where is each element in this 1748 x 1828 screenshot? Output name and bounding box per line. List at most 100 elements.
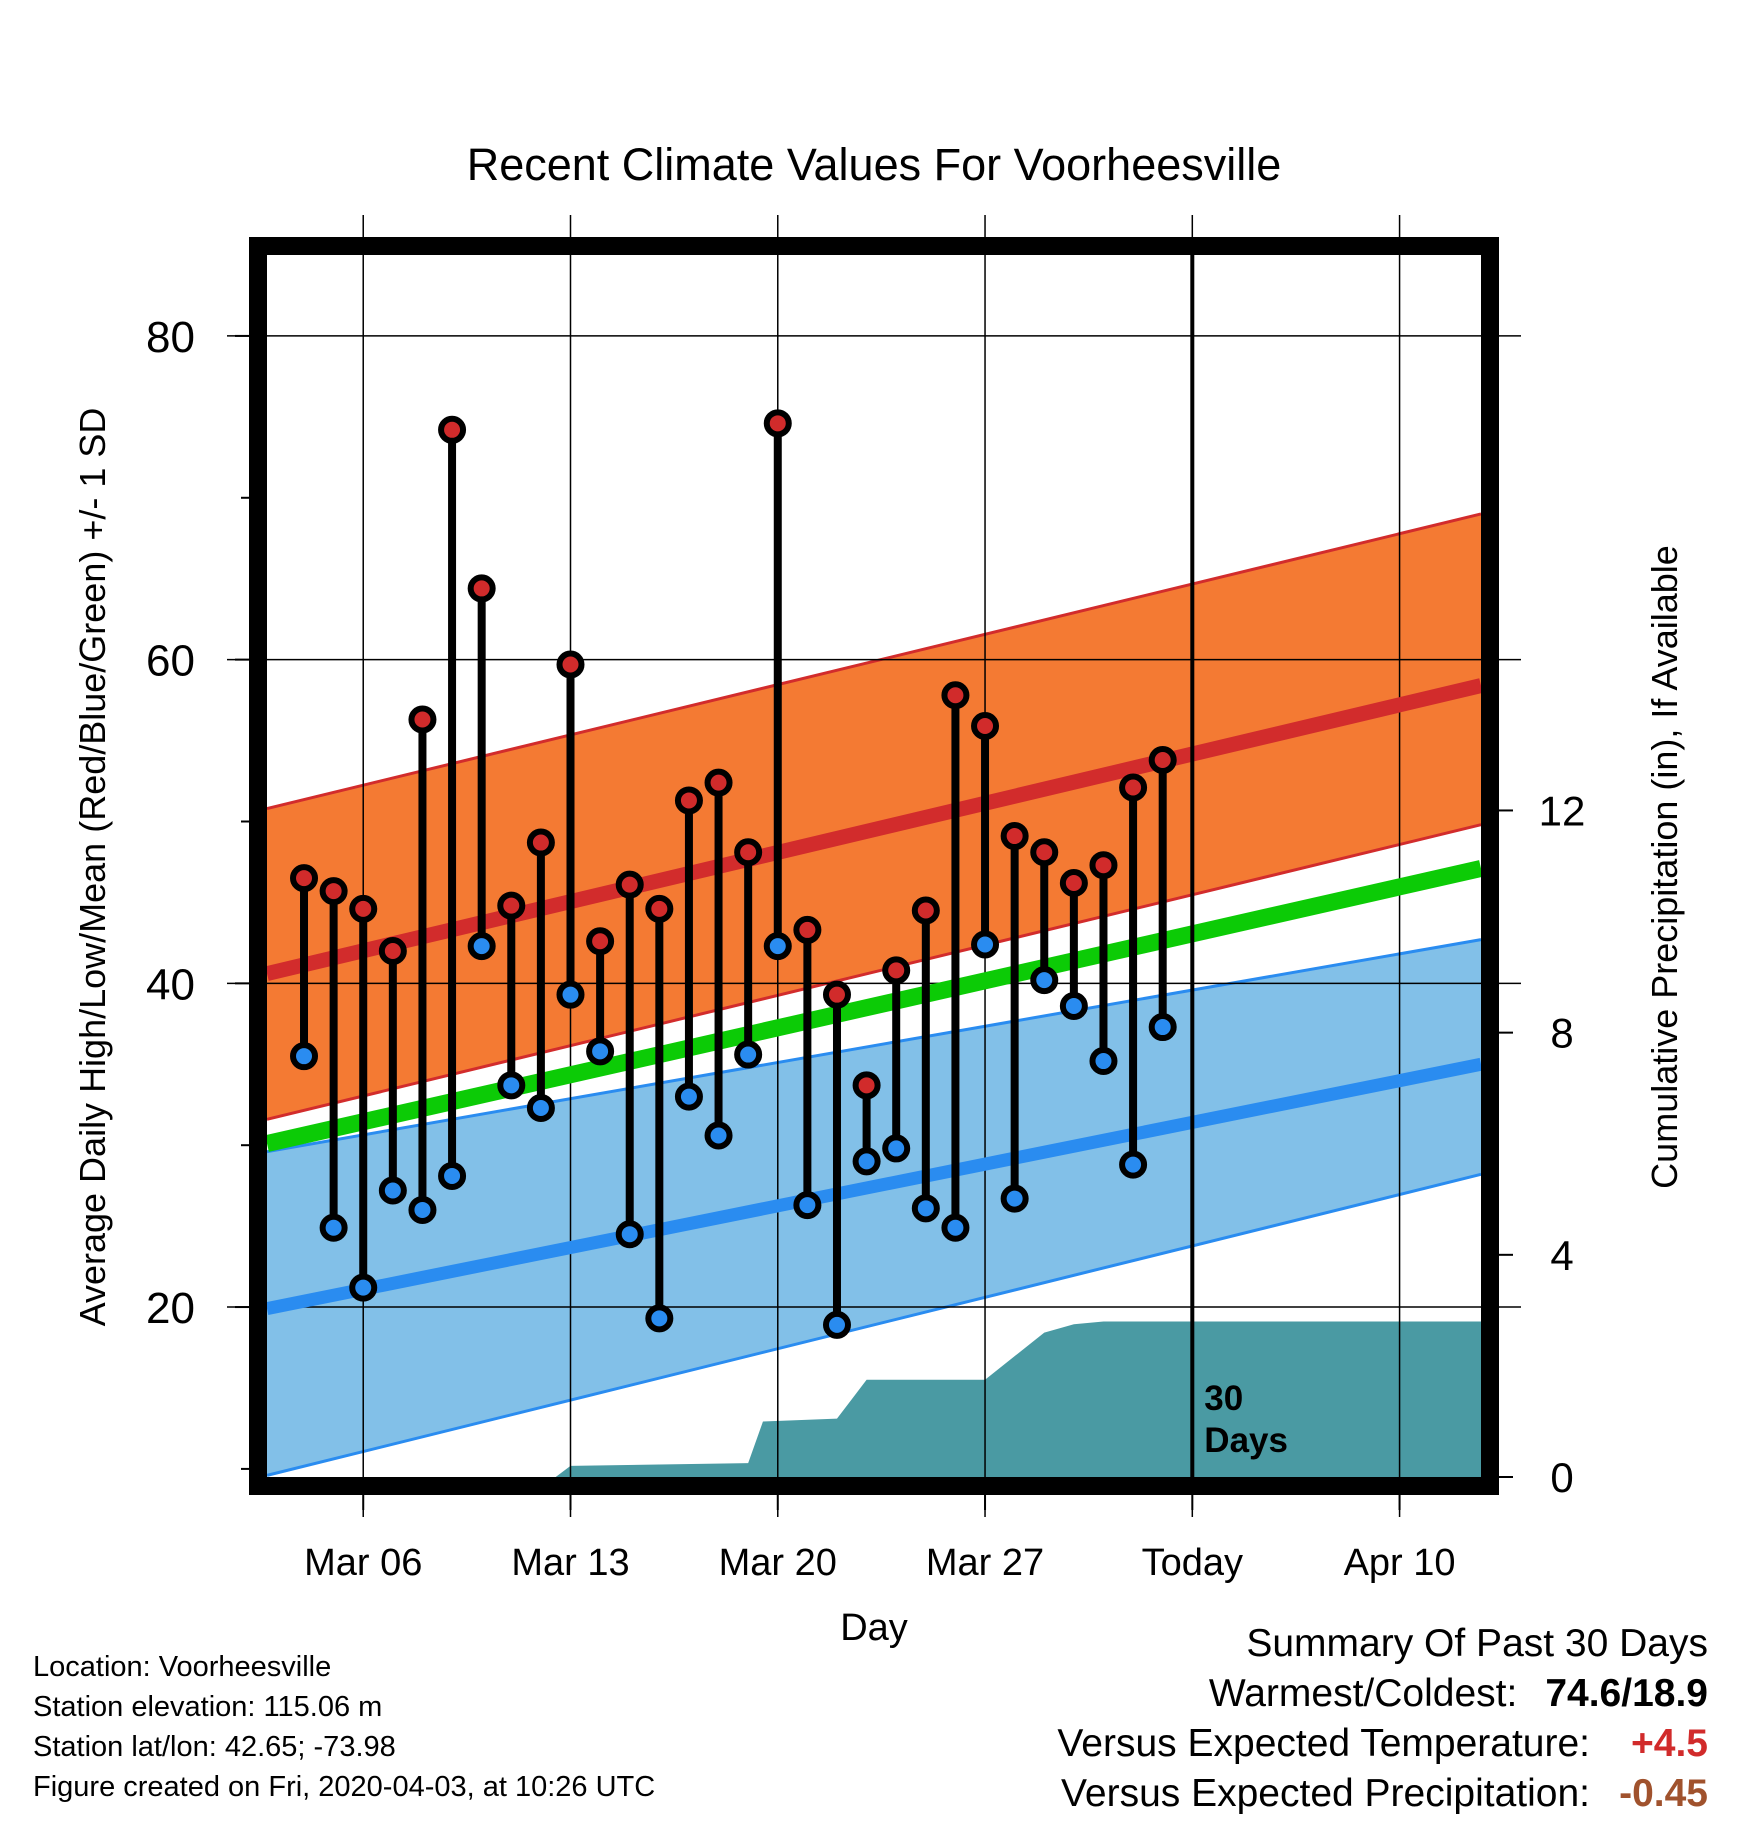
daily-high-point <box>615 870 644 899</box>
daily-high-point <box>1000 822 1029 851</box>
high-minus-sd-edge <box>266 823 1482 1121</box>
daily-high-point <box>349 894 378 923</box>
precip-value: -0.45 <box>1619 1772 1708 1815</box>
elevation-text: Station elevation: 115.06 m <box>33 1691 383 1723</box>
daily-low-point <box>704 1121 733 1150</box>
daily-high-point <box>793 915 822 944</box>
precipitation-fill <box>267 1321 1481 1477</box>
daily-low-point <box>734 1040 763 1069</box>
today-annotation-unit: Days <box>1204 1421 1288 1460</box>
y2-tick-label: 4 <box>1550 1232 1573 1279</box>
daily-low-point <box>526 1093 555 1122</box>
x-tick-label: Apr 10 <box>1344 1542 1456 1584</box>
summary-precip-row: Versus Expected Precipitation: -0.45 <box>1057 1769 1708 1819</box>
daily-high-point <box>526 828 555 857</box>
daily-high-point <box>1030 838 1059 867</box>
created-text: Figure created on Fri, 2020-04-03, at 10… <box>33 1771 656 1803</box>
daily-low-point <box>319 1213 348 1242</box>
y2-axis-label: Cumulative Precipitation (in), If Availa… <box>1644 545 1685 1189</box>
daily-high-point <box>1089 851 1118 880</box>
daily-high-point <box>467 574 496 603</box>
daily-high-point <box>290 864 319 893</box>
daily-low-point <box>763 932 792 961</box>
daily-low-point <box>1030 966 1059 995</box>
daily-high-point <box>674 786 703 815</box>
daily-high-point <box>586 927 615 956</box>
daily-high-point <box>941 681 970 710</box>
daily-high-point <box>1119 773 1148 802</box>
x-tick-label: Today <box>1142 1542 1243 1584</box>
observations <box>290 409 1177 1339</box>
daily-low-point <box>793 1191 822 1220</box>
daily-low-point <box>911 1194 940 1223</box>
normal-high-line <box>265 678 1483 981</box>
y-tick-label: 40 <box>146 960 195 1009</box>
daily-high-point <box>1148 745 1177 774</box>
daily-low-point <box>586 1037 615 1066</box>
daily-low-point <box>1000 1184 1029 1213</box>
daily-low-point <box>852 1147 881 1176</box>
daily-low-point <box>822 1310 851 1339</box>
location-text: Location: Voorheesville <box>33 1651 332 1683</box>
daily-low-point <box>1059 992 1088 1021</box>
today-annotation-count: 30 <box>1204 1379 1243 1418</box>
daily-high-point <box>822 980 851 1009</box>
daily-high-point <box>645 894 674 923</box>
daily-high-point <box>319 877 348 906</box>
daily-low-point <box>615 1220 644 1249</box>
daily-high-point <box>1059 868 1088 897</box>
precip-label: Versus Expected Precipitation: <box>1061 1772 1590 1815</box>
summary-panel: Summary Of Past 30 Days Warmest/Coldest:… <box>1057 1619 1708 1819</box>
daily-high-point <box>497 891 526 920</box>
daily-high-point <box>971 711 1000 740</box>
daily-high-point <box>438 415 467 444</box>
daily-low-point <box>349 1273 378 1302</box>
daily-low-point <box>645 1304 674 1333</box>
x-tick-label: Mar 13 <box>511 1542 629 1584</box>
daily-low-point <box>1089 1047 1118 1076</box>
x-tick-label: Mar 06 <box>304 1542 422 1584</box>
daily-high-point <box>882 956 911 985</box>
daily-high-point <box>408 705 437 734</box>
y-tick-label: 80 <box>146 313 195 362</box>
high-plus-sd-edge <box>266 512 1482 810</box>
temp-label: Versus Expected Temperature: <box>1057 1722 1590 1765</box>
normal-lines <box>265 678 1483 1316</box>
plot-frame <box>249 237 1499 1495</box>
summary-temp-row: Versus Expected Temperature: +4.5 <box>1057 1719 1708 1769</box>
daily-low-point <box>467 932 496 961</box>
y-axis-label: Average Daily High/Low/Mean (Red/Blue/Gr… <box>72 408 113 1327</box>
summary-heading: Summary Of Past 30 Days <box>1246 1622 1708 1665</box>
daily-low-point <box>408 1195 437 1224</box>
summary-warmest-row: Warmest/Coldest: 74.6/18.9 <box>1057 1669 1708 1719</box>
precipitation-area <box>267 1321 1481 1477</box>
y2-tick-label: 0 <box>1550 1454 1573 1501</box>
x-tick-label: Mar 27 <box>926 1542 1044 1584</box>
station-info: Location: Voorheesville Station elevatio… <box>33 1647 655 1807</box>
latlon-text: Station lat/lon: 42.65; -73.98 <box>33 1731 396 1763</box>
temp-value: +4.5 <box>1631 1722 1708 1765</box>
axes: 20 40 60 80 0 4 8 12 Mar 06 Mar 13 Mar 20 Mar 27 Tod… <box>146 313 1585 1584</box>
daily-low-point <box>882 1134 911 1163</box>
daily-high-point <box>734 838 763 867</box>
x-tick-label: Mar 20 <box>719 1542 837 1584</box>
daily-low-point <box>971 930 1000 959</box>
warmest-value: 74.6/18.9 <box>1545 1672 1708 1715</box>
chart-title: Recent Climate Values For Voorheesville <box>467 139 1282 190</box>
daily-high-point <box>378 936 407 965</box>
y-tick-label: 60 <box>146 637 195 686</box>
daily-high-point <box>704 768 733 797</box>
daily-low-point <box>674 1082 703 1111</box>
x-axis-label: Day <box>840 1607 908 1649</box>
daily-high-point <box>852 1071 881 1100</box>
low-plus-sd-edge <box>266 938 1482 1154</box>
daily-high-point <box>763 409 792 438</box>
normal-mean-line <box>265 860 1483 1152</box>
y2-tick-label: 12 <box>1539 787 1586 834</box>
y-tick-label: 20 <box>146 1284 195 1333</box>
warmest-label: Warmest/Coldest: <box>1208 1672 1518 1715</box>
daily-low-point <box>1148 1013 1177 1042</box>
y2-tick-label: 8 <box>1550 1010 1573 1057</box>
